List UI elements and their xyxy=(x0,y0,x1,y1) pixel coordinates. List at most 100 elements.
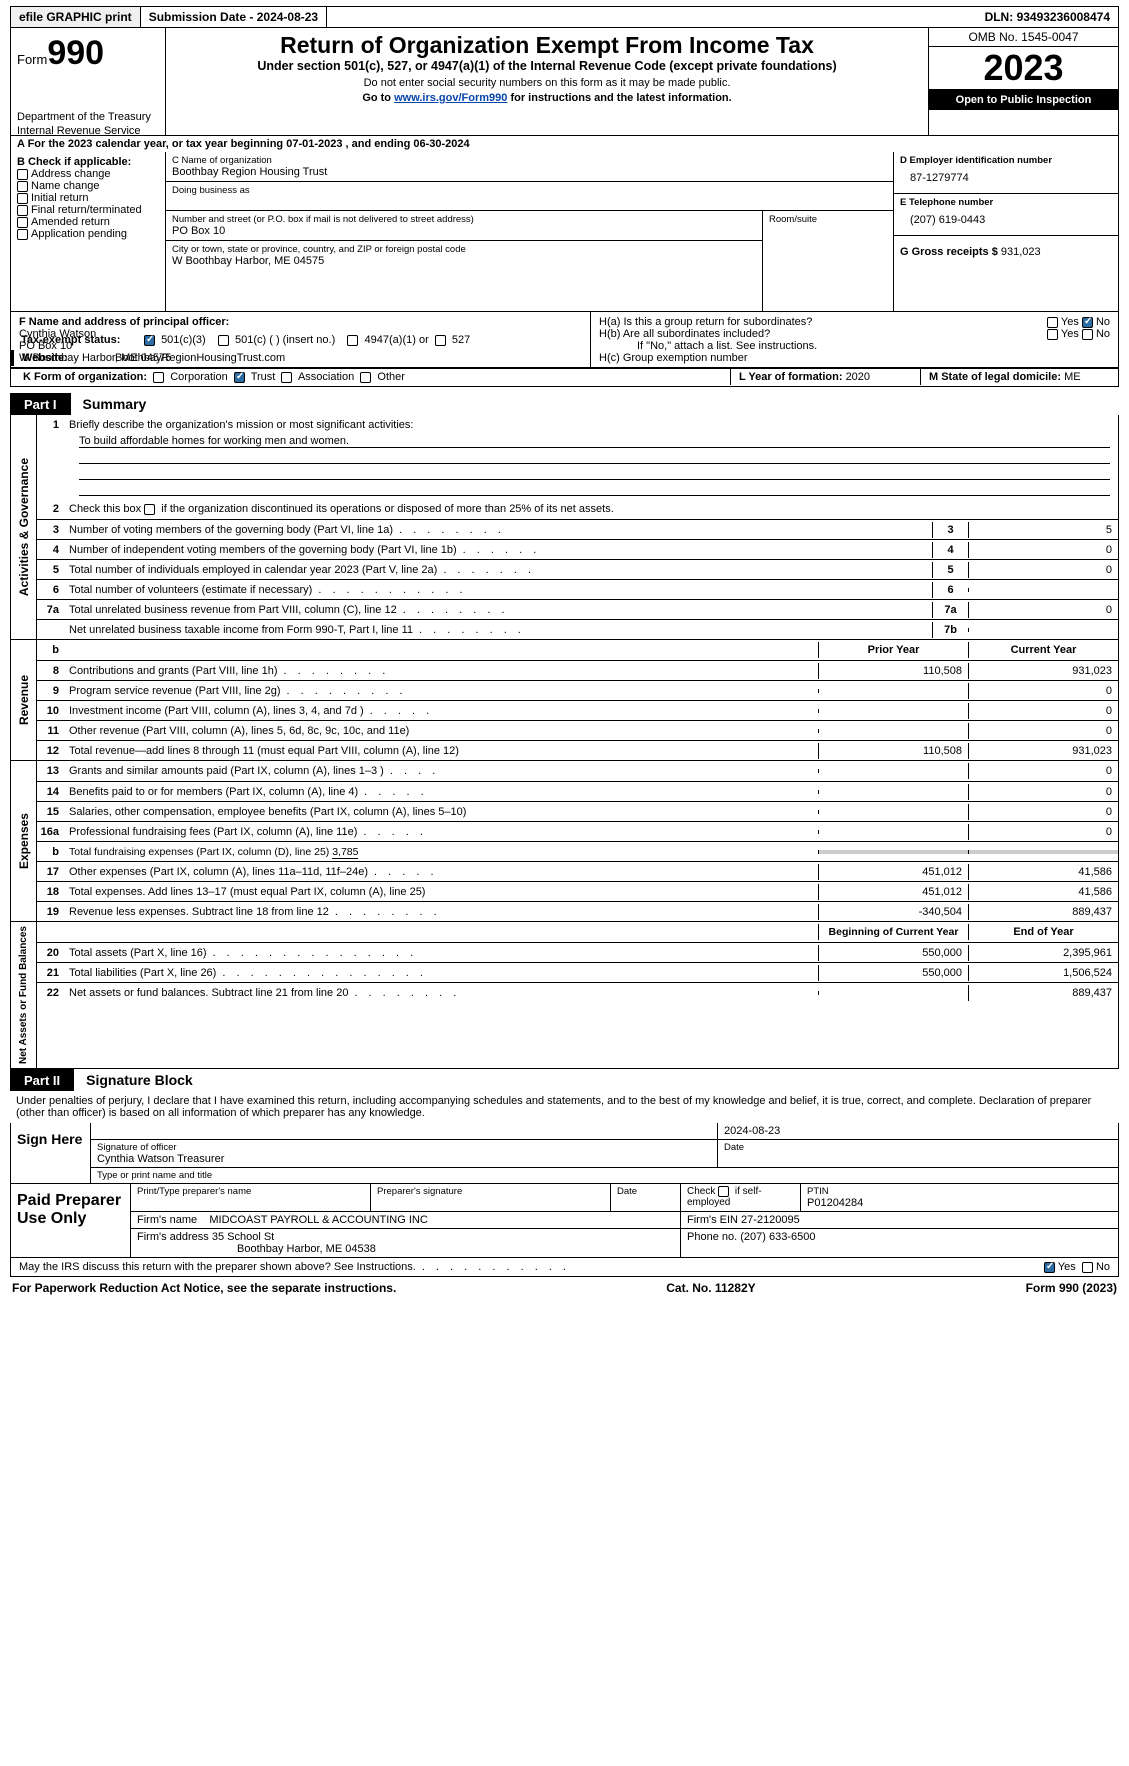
discuss-row: May the IRS discuss this return with the… xyxy=(10,1258,1119,1277)
box-b: B Check if applicable: Address change Na… xyxy=(11,152,166,311)
form-of-org-row: K Form of organization: Corporation Trus… xyxy=(10,368,1119,387)
end-21: 1,506,524 xyxy=(968,965,1118,981)
state-domicile: ME xyxy=(1064,371,1081,383)
val-7a: 0 xyxy=(968,602,1118,618)
checkbox-other[interactable] xyxy=(360,372,371,383)
checkbox-amended[interactable] xyxy=(17,217,28,228)
curr-19: 889,437 xyxy=(968,904,1118,920)
website-row: Website: BoothbayRegionHousingTrust.com xyxy=(10,349,1119,368)
checkbox-501c[interactable] xyxy=(218,335,229,346)
val-3: 5 xyxy=(968,522,1118,538)
val-6 xyxy=(968,588,1118,592)
dept-treasury: Department of the Treasury xyxy=(17,111,159,123)
curr-13: 0 xyxy=(968,763,1118,779)
ptin: P01204284 xyxy=(807,1197,1112,1209)
curr-8: 931,023 xyxy=(968,663,1118,679)
part-1-bar: Part I Summary xyxy=(10,393,1119,415)
val-7b xyxy=(968,628,1118,632)
firm-addr1: 35 School St xyxy=(212,1231,274,1243)
telephone: (207) 619-0443 xyxy=(900,208,1112,232)
page-footer: For Paperwork Reduction Act Notice, see … xyxy=(10,1277,1119,1299)
firm-phone: (207) 633-6500 xyxy=(740,1231,815,1243)
checkbox-discuss-yes[interactable] xyxy=(1044,1262,1055,1273)
checkbox-ha-yes[interactable] xyxy=(1047,317,1058,328)
end-22: 889,437 xyxy=(968,985,1118,1001)
open-to-public: Open to Public Inspection xyxy=(929,90,1118,110)
entity-block: B Check if applicable: Address change Na… xyxy=(10,152,1119,312)
beg-21: 550,000 xyxy=(818,965,968,981)
checkbox-final-return[interactable] xyxy=(17,205,28,216)
irs-link[interactable]: www.irs.gov/Form990 xyxy=(394,92,507,104)
firm-name: MIDCOAST PAYROLL & ACCOUNTING INC xyxy=(209,1214,427,1226)
ssn-warning: Do not enter social security numbers on … xyxy=(176,77,918,89)
city-state-zip: W Boothbay Harbor, ME 04575 xyxy=(172,255,756,267)
curr-18: 41,586 xyxy=(968,884,1118,900)
curr-14: 0 xyxy=(968,784,1118,800)
irs-label: Internal Revenue Service xyxy=(17,125,159,137)
form-number: Form990 xyxy=(17,34,159,73)
prior-17: 451,012 xyxy=(818,864,968,880)
perjury-statement: Under penalties of perjury, I declare th… xyxy=(10,1091,1119,1123)
pra-notice: For Paperwork Reduction Act Notice, see … xyxy=(12,1281,396,1295)
box-d-e-g: D Employer identification number 87-1279… xyxy=(893,152,1118,311)
curr-9: 0 xyxy=(968,683,1118,699)
checkbox-4947[interactable] xyxy=(347,335,358,346)
checkbox-assoc[interactable] xyxy=(281,372,292,383)
checkbox-initial-return[interactable] xyxy=(17,193,28,204)
val-4: 0 xyxy=(968,542,1118,558)
curr-11: 0 xyxy=(968,723,1118,739)
curr-12: 931,023 xyxy=(968,743,1118,759)
submission-date: Submission Date - 2024-08-23 xyxy=(141,7,327,27)
val-5: 0 xyxy=(968,562,1118,578)
curr-17: 41,586 xyxy=(968,864,1118,880)
checkbox-hb-no[interactable] xyxy=(1082,329,1093,340)
form-subtitle: Under section 501(c), 527, or 4947(a)(1)… xyxy=(176,59,918,73)
curr-10: 0 xyxy=(968,703,1118,719)
ein: 87-1279774 xyxy=(900,166,1112,190)
prior-19: -340,504 xyxy=(818,904,968,920)
signature-block: Sign Here 2024-08-23 Signature of office… xyxy=(10,1123,1119,1184)
checkbox-corp[interactable] xyxy=(153,372,164,383)
prior-18: 451,012 xyxy=(818,884,968,900)
checkbox-ha-no[interactable] xyxy=(1082,317,1093,328)
website-value: BoothbayRegionHousingTrust.com xyxy=(111,350,1110,366)
checkbox-discontinued[interactable] xyxy=(144,504,155,515)
street-address: PO Box 10 xyxy=(172,225,756,237)
firm-ein: 27-2120095 xyxy=(741,1214,800,1226)
checkbox-hb-yes[interactable] xyxy=(1047,329,1058,340)
gross-receipts: 931,023 xyxy=(1001,246,1041,258)
checkbox-501c3[interactable] xyxy=(144,335,155,346)
checkbox-self-employed[interactable] xyxy=(718,1186,729,1197)
prior-8: 110,508 xyxy=(818,663,968,679)
tax-exempt-row: Tax-exempt status: 501(c)(3) 501(c) ( ) … xyxy=(10,331,587,349)
form-name-footer: Form 990 (2023) xyxy=(1026,1281,1117,1295)
side-governance: Activities & Governance xyxy=(11,415,37,639)
top-bar: efile GRAPHIC print Submission Date - 20… xyxy=(10,6,1119,28)
efile-print-button[interactable]: efile GRAPHIC print xyxy=(11,7,141,27)
year-formation: 2020 xyxy=(846,371,870,383)
mission-text: To build affordable homes for working me… xyxy=(79,435,1110,448)
form-header: Form990 Department of the Treasury Inter… xyxy=(10,28,1119,136)
form-title: Return of Organization Exempt From Incom… xyxy=(176,32,918,59)
checkbox-527[interactable] xyxy=(435,335,446,346)
beg-20: 550,000 xyxy=(818,945,968,961)
tax-year: 2023 xyxy=(929,47,1118,90)
checkbox-app-pending[interactable] xyxy=(17,229,28,240)
box-c: C Name of organization Boothbay Region H… xyxy=(166,152,893,311)
org-name: Boothbay Region Housing Trust xyxy=(172,166,887,178)
omb-number: OMB No. 1545-0047 xyxy=(929,28,1118,47)
cat-no: Cat. No. 11282Y xyxy=(666,1281,755,1295)
checkbox-name-change[interactable] xyxy=(17,181,28,192)
firm-addr2: Boothbay Harbor, ME 04538 xyxy=(137,1243,674,1255)
curr-15: 0 xyxy=(968,804,1118,820)
sign-here-label: Sign Here xyxy=(11,1123,91,1183)
checkbox-trust[interactable] xyxy=(234,372,245,383)
sign-date: 2024-08-23 xyxy=(724,1125,780,1137)
room-suite-label: Room/suite xyxy=(769,214,887,225)
part-2-bar: Part II Signature Block xyxy=(10,1069,1119,1091)
row-a-tax-year: A For the 2023 calendar year, or tax yea… xyxy=(10,136,1119,152)
checkbox-discuss-no[interactable] xyxy=(1082,1262,1093,1273)
paid-preparer-block: Paid Preparer Use Only Print/Type prepar… xyxy=(10,1184,1119,1258)
side-revenue: Revenue xyxy=(11,640,37,760)
checkbox-address-change[interactable] xyxy=(17,169,28,180)
